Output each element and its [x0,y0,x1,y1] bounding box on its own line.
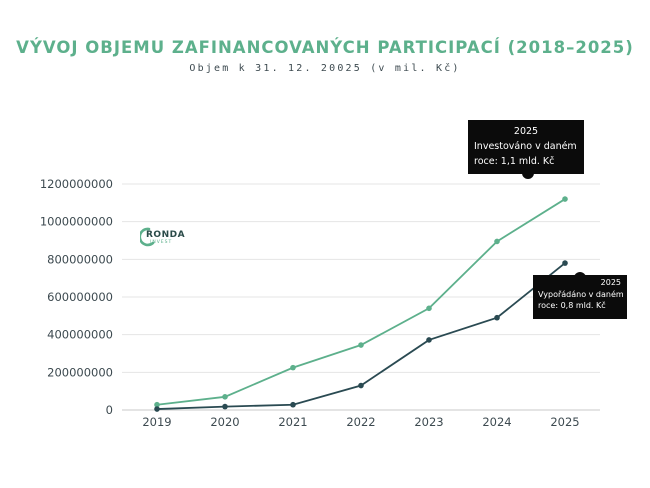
data-point [222,394,228,400]
data-point [562,196,568,202]
data-point [494,238,500,245]
y-tick-label: 800000000 [47,252,113,266]
tooltip-line-2: roce: 0,8 mld. Kč [538,301,606,310]
y-tick-label: 1200000000 [40,177,113,191]
data-point [358,342,364,348]
tooltip-vyporadano: 2025 Vypořádáno v daném roce: 0,8 mld. K… [533,275,627,319]
y-tick-label: 600000000 [47,290,113,304]
series-line-1 [156,198,566,406]
x-tick-label: 2024 [482,415,511,429]
data-point [154,406,160,412]
data-point [222,403,228,410]
chart-subtitle: Objem k 31. 12. 20025 (v mil. Kč) [189,63,461,74]
y-tick-label: 200000000 [47,365,113,379]
x-tick-label: 2021 [278,415,307,429]
tooltip-investovano: 2025 Investováno v daném roce: 1,1 mld. … [468,120,584,174]
x-tick-label: 2020 [210,415,239,429]
data-point [290,364,296,371]
x-tick-label: 2022 [346,415,375,429]
y-tick-label: 0 [106,403,113,417]
data-point [426,305,432,312]
x-tick-label: 2023 [414,415,443,429]
data-point [290,401,296,408]
data-point [494,314,500,321]
x-tick-label: 2025 [550,415,579,429]
tooltip-year: 2025 [513,126,539,137]
data-point [562,260,568,266]
tooltip-year: 2025 [600,278,621,287]
y-tick-label: 400000000 [47,328,113,342]
tooltip-line-1: Vypořádáno v daném [538,289,624,299]
logo-wordmark: RONDA [146,230,186,240]
x-tick-label: 2019 [142,415,171,429]
tooltip-line-2: roce: 1,1 mld. Kč [474,156,555,167]
tooltip-line-1: Investováno v daném [474,141,577,152]
chart-title: VÝVOJ OBJEMU ZAFINANCOVANÝCH PARTICIPACÍ… [16,38,634,57]
data-point [154,401,160,408]
ronda-logo-icon [140,227,155,247]
logo-subtext: INVEST [150,240,173,245]
data-point [426,337,432,343]
data-point [358,382,364,389]
y-tick-label: 1000000000 [40,215,113,229]
